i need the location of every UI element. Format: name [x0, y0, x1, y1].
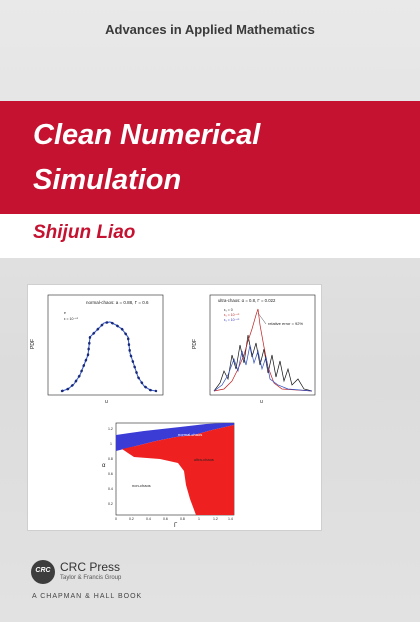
bottom-plot-xlabel: Γ [174, 523, 178, 529]
left-plot-ylabel: PDF [30, 339, 36, 349]
right-plot-annotation: ultra-chaos: α = 0.8, Γ = 0.022 [218, 298, 276, 303]
right-plot-error-note: relative error = 92% [268, 321, 303, 326]
left-plot-annotation: normal-chaos: a = 0.88, Γ = 0.6 [86, 300, 149, 305]
right-plot: ultra-chaos: α = 0.8, Γ = 0.022 ε₁ = 0 ε… [192, 294, 316, 405]
figure-panel: normal-chaos: a = 0.88, Γ = 0.6 e ε = 10… [27, 284, 322, 531]
left-plot-legend-2: ε = 10⁻⁶⁰ [64, 317, 79, 321]
x-tick: 1.4 [228, 517, 233, 521]
right-plot-legend-3: ε₁ = 10⁻⁶⁰ [224, 318, 240, 322]
right-plot-ylabel: PDF [192, 339, 198, 349]
author-band [0, 214, 420, 258]
x-tick: 0 [115, 517, 117, 521]
x-tick: 0.6 [163, 517, 168, 521]
figure-svg: normal-chaos: a = 0.88, Γ = 0.6 e ε = 10… [30, 294, 316, 529]
left-plot-xlabel: u [105, 399, 108, 405]
right-plot-curve-red [213, 308, 313, 392]
crc-press-logo: CRC [31, 560, 55, 584]
title-band [0, 101, 420, 214]
y-tick: 0.4 [108, 487, 113, 491]
right-plot-legend-1: ε₁ = 0 [224, 308, 233, 312]
bottom-plot-x-ticks: 0 0.2 0.4 0.6 0.8 1 1.2 1.4 [115, 517, 233, 521]
y-tick: 1.2 [108, 427, 113, 431]
x-tick: 0.2 [129, 517, 134, 521]
y-tick: 0.6 [108, 472, 113, 476]
bottom-plot: normal-chaos ultra-chaos non-chaos α Γ 1… [102, 422, 235, 529]
left-plot-markers [60, 320, 158, 393]
region-non-label: non-chaos [132, 483, 151, 488]
series-title: Advances in Applied Mathematics [105, 22, 315, 37]
right-plot-legend-2: ε₁ = 10⁻⁶⁰ [224, 313, 240, 317]
x-tick: 0.4 [146, 517, 151, 521]
bottom-plot-ylabel: α [102, 463, 106, 469]
publisher-subtitle: Taylor & Francis Group [60, 575, 122, 581]
region-normal-label: normal-chaos [178, 432, 202, 437]
book-title: Clean Numerical Simulation [33, 113, 260, 203]
left-plot-legend-1: e [64, 311, 66, 315]
y-tick: 0.2 [108, 502, 113, 506]
region-ultra-chaos [122, 425, 234, 515]
title-line-2: Simulation [33, 164, 182, 196]
crc-logo-text: CRC [35, 567, 51, 574]
author-name: Shijun Liao [33, 222, 136, 243]
publisher-name: CRC Press [60, 560, 121, 574]
region-normal-chaos [116, 423, 234, 451]
x-tick: 1 [198, 517, 200, 521]
y-tick: 0.8 [108, 457, 113, 461]
left-plot: normal-chaos: a = 0.88, Γ = 0.6 e ε = 10… [30, 294, 164, 405]
title-line-1: Clean Numerical [33, 119, 261, 151]
x-tick: 1.2 [213, 517, 218, 521]
right-plot-xlabel: u [260, 399, 263, 405]
y-tick: 1 [110, 442, 112, 446]
publisher-imprint: A CHAPMAN & HALL BOOK [32, 593, 143, 600]
x-tick: 0.8 [180, 517, 185, 521]
region-ultra-label: ultra-chaos [194, 457, 214, 462]
bottom-plot-y-ticks: 1.2 1 0.8 0.6 0.4 0.2 [108, 427, 113, 506]
right-plot-curve-blue [213, 344, 313, 392]
right-plot-curve-black [213, 334, 313, 392]
